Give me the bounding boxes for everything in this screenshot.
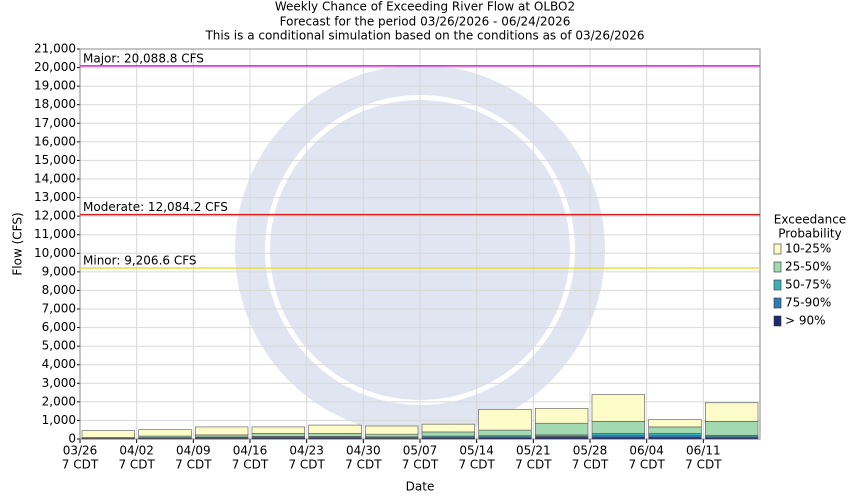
- x-tick-label: 7 CDT: [628, 458, 665, 472]
- x-tick-label: 7 CDT: [345, 458, 382, 472]
- y-tick-label: 14,000: [34, 172, 76, 186]
- bar-segment: [365, 425, 419, 435]
- bar-segment: [308, 424, 362, 434]
- x-tick-label: 7 CDT: [402, 458, 439, 472]
- y-axis-label: Flow (CFS): [11, 212, 25, 275]
- x-tick-label: 05/14: [459, 444, 494, 458]
- x-tick-label: 06/11: [686, 444, 721, 458]
- legend-swatch: [773, 279, 782, 291]
- x-tick-label: 7 CDT: [62, 458, 99, 472]
- y-tick-label: 10,000: [34, 246, 76, 260]
- bar-segment: [421, 431, 475, 437]
- bar-segment: [478, 408, 532, 431]
- threshold-label: Moderate: 12,084.2 CFS: [83, 200, 228, 214]
- chart-title: Weekly Chance of Exceeding River Flow at…: [275, 0, 575, 14]
- bar-segment: [195, 434, 249, 438]
- x-tick-label: 05/21: [516, 444, 551, 458]
- legend-swatch: [773, 261, 782, 273]
- legend-label: 25-50%: [785, 260, 831, 274]
- x-tick-label: 7 CDT: [458, 458, 495, 472]
- bar-segment: [421, 423, 475, 433]
- legend-swatch: [773, 297, 782, 309]
- x-tick-label: 04/23: [289, 444, 324, 458]
- y-tick-label: 19,000: [34, 79, 76, 93]
- x-tick-label: 04/02: [119, 444, 154, 458]
- y-tick-label: 6,000: [42, 320, 76, 334]
- x-tick-label: 7 CDT: [685, 458, 722, 472]
- x-tick-label: 7 CDT: [118, 458, 155, 472]
- x-tick-label: 03/26: [63, 444, 98, 458]
- y-tick-label: 5,000: [42, 339, 76, 353]
- y-tick-label: 17,000: [34, 116, 76, 130]
- x-tick-label: 7 CDT: [515, 458, 552, 472]
- threshold-label: Minor: 9,206.6 CFS: [83, 254, 197, 268]
- x-tick-label: 06/04: [629, 444, 664, 458]
- y-tick-label: 0: [68, 432, 76, 446]
- bar-segment: [535, 408, 589, 424]
- bar-segment: [648, 433, 702, 436]
- plot-frame: [79, 48, 761, 440]
- legend-title: Probability: [778, 227, 841, 241]
- bar-segment: [138, 429, 192, 437]
- legend-swatch: [773, 243, 782, 255]
- y-tick-label: 2,000: [42, 394, 76, 408]
- y-tick-label: 18,000: [34, 97, 76, 111]
- bar-segment: [81, 430, 135, 438]
- legend-swatch: [773, 315, 782, 327]
- y-tick-label: 4,000: [42, 357, 76, 371]
- bar-segment: [365, 433, 419, 438]
- x-tick-label: 05/28: [573, 444, 608, 458]
- y-tick-label: 1,000: [42, 413, 76, 427]
- bar-segment: [648, 419, 702, 428]
- bar-segment: [251, 433, 305, 437]
- x-tick-label: 04/30: [346, 444, 381, 458]
- threshold-label: Major: 20,088.8 CFS: [83, 51, 204, 65]
- bar-segment: [195, 426, 249, 436]
- legend-label: 50-75%: [785, 278, 831, 292]
- y-tick-label: 9,000: [42, 264, 76, 278]
- bar-segment: [251, 426, 305, 434]
- y-tick-label: 21,000: [34, 42, 76, 56]
- x-tick-label: 7 CDT: [232, 458, 269, 472]
- y-tick-label: 3,000: [42, 376, 76, 390]
- x-tick-label: 7 CDT: [572, 458, 609, 472]
- y-tick-label: 7,000: [42, 302, 76, 316]
- y-tick-label: 20,000: [34, 60, 76, 74]
- legend-title: Exceedance: [774, 213, 846, 227]
- x-axis-label: Date: [406, 480, 435, 494]
- bar-segment: [591, 433, 645, 436]
- legend-label: > 90%: [785, 314, 826, 328]
- y-tick-label: 13,000: [34, 190, 76, 204]
- bar-segment: [535, 422, 589, 436]
- bar-segment: [591, 394, 645, 422]
- chart-subtitle: Forecast for the period 03/26/2026 - 06/…: [280, 15, 571, 29]
- bar-segment: [705, 402, 759, 422]
- x-tick-label: 04/09: [176, 444, 211, 458]
- bar-segment: [705, 421, 759, 436]
- bar-segment: [648, 426, 702, 434]
- bar-segment: [478, 429, 532, 436]
- y-tick-label: 15,000: [34, 153, 76, 167]
- bar-segment: [308, 433, 362, 437]
- legend-label: 75-90%: [785, 296, 831, 310]
- x-tick-label: 05/07: [403, 444, 438, 458]
- x-tick-label: 04/16: [233, 444, 268, 458]
- bar-segment: [591, 421, 645, 434]
- chart-subtitle: This is a conditional simulation based o…: [204, 29, 644, 43]
- y-tick-label: 8,000: [42, 283, 76, 297]
- x-tick-label: 7 CDT: [175, 458, 212, 472]
- x-tick-label: 7 CDT: [288, 458, 325, 472]
- y-tick-label: 16,000: [34, 134, 76, 148]
- y-tick-label: 12,000: [34, 209, 76, 223]
- legend-label: 10-25%: [785, 242, 831, 256]
- y-tick-label: 11,000: [34, 227, 76, 241]
